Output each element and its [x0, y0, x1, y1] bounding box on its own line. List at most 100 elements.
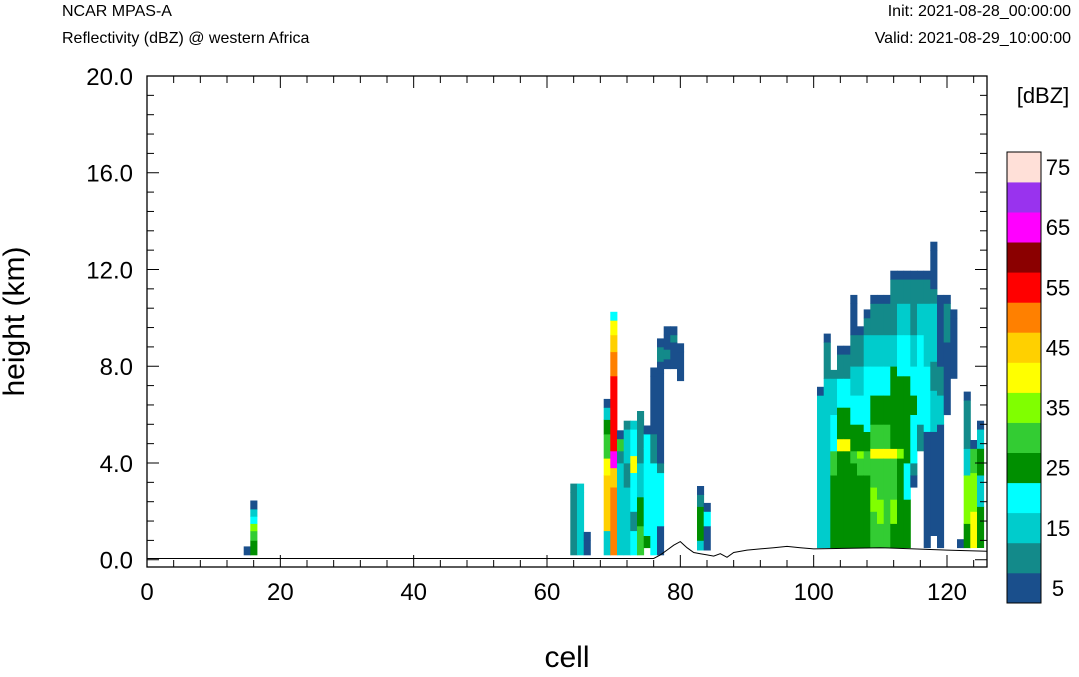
reflectivity-cell	[850, 450, 858, 464]
reflectivity-cell	[923, 366, 931, 432]
reflectivity-cell	[857, 334, 865, 367]
colorbar-swatch	[1007, 182, 1041, 213]
axis-ticks	[146, 75, 987, 567]
y-axis-title: height (km)	[0, 246, 31, 396]
reflectivity-cell	[943, 342, 951, 416]
reflectivity-cell	[930, 288, 938, 304]
reflectivity-cell	[577, 483, 585, 493]
reflectivity-cell	[603, 530, 611, 556]
reflectivity-cell	[657, 472, 665, 527]
reflectivity-cell	[670, 342, 678, 370]
reflectivity-cell	[910, 366, 918, 396]
reflectivity-cell	[930, 390, 938, 432]
reflectivity-cell	[617, 450, 625, 464]
x-tick-label: 20	[267, 579, 294, 606]
reflectivity-cell	[637, 463, 645, 498]
reflectivity-cell	[250, 516, 258, 524]
reflectivity-cell	[970, 472, 978, 512]
reflectivity-cell	[617, 463, 625, 556]
reflectivity-cell	[890, 270, 898, 280]
colorbar-swatch	[1007, 362, 1041, 393]
reflectivity-cell	[883, 424, 891, 449]
colorbar-swatch	[1007, 512, 1041, 544]
reflectivity-cell	[937, 395, 945, 425]
reflectivity-cell	[950, 317, 958, 379]
reflectivity-cell	[890, 366, 898, 396]
reflectivity-cell	[823, 378, 831, 548]
reflectivity-cell	[910, 270, 918, 280]
reflectivity-cell	[603, 458, 611, 476]
reflectivity-cell	[830, 378, 838, 415]
reflectivity-cell	[603, 407, 611, 420]
reflectivity-cell	[863, 431, 871, 452]
reflectivity-cell	[850, 463, 858, 549]
reflectivity-cell	[843, 354, 851, 379]
reflectivity-cell	[930, 361, 938, 391]
reflectivity-cell	[883, 366, 891, 396]
reflectivity-cell	[977, 420, 985, 430]
reflectivity-cell	[843, 345, 851, 355]
y-tick-label: 12.0	[86, 257, 133, 284]
reflectivity-cell	[623, 487, 631, 556]
reflectivity-cell	[977, 475, 985, 507]
reflectivity-cell	[657, 361, 665, 374]
reflectivity-cell	[897, 303, 905, 336]
reflectivity-cell	[897, 334, 905, 377]
y-tick-labels: 0.0 4.0 8.0 12.0 16.0 20.0	[86, 64, 133, 575]
reflectivity-cell	[823, 342, 831, 379]
reflectivity-cell	[977, 448, 985, 476]
reflectivity-cell	[937, 303, 945, 367]
reflectivity-cell	[610, 487, 618, 556]
reflectivity-cell	[623, 420, 631, 430]
reflectivity-cell	[697, 540, 705, 551]
reflectivity-cell	[870, 487, 878, 512]
reflectivity-cell	[890, 458, 898, 500]
reflectivity-cell	[970, 511, 978, 549]
reflectivity-cell	[630, 511, 638, 532]
reflectivity-cell	[650, 375, 658, 435]
colorbar-label: 65	[1046, 215, 1070, 240]
reflectivity-cell	[857, 395, 865, 425]
reflectivity-cell	[603, 434, 611, 459]
colorbar-swatch	[1007, 152, 1041, 183]
reflectivity-cell	[670, 334, 678, 343]
reflectivity-cell	[250, 540, 258, 556]
reflectivity-cell	[250, 530, 258, 541]
reflectivity-cell	[823, 333, 831, 343]
reflectivity-cell	[850, 334, 858, 367]
reflectivity-cell	[970, 448, 978, 474]
y-tick-label: 8.0	[100, 354, 133, 381]
field-subtitle: Reflectivity (dBZ) @ western Africa	[62, 30, 310, 47]
reflectivity-cell	[857, 424, 865, 452]
reflectivity-cell	[677, 343, 685, 353]
reflectivity-cell	[897, 279, 905, 304]
reflectivity-cell	[903, 279, 911, 304]
reflectivity-cell	[817, 386, 825, 396]
reflectivity-cell	[910, 279, 918, 336]
colorbar-label: 55	[1046, 275, 1070, 300]
x-tick-label: 0	[140, 579, 153, 606]
colorbar-swatch	[1007, 332, 1041, 363]
reflectivity-cell	[657, 463, 665, 474]
plot-frame	[146, 75, 988, 568]
reflectivity-cell	[877, 366, 885, 396]
reflectivity-cell	[903, 303, 911, 336]
reflectivity-cell	[610, 450, 618, 469]
terrain-line-path	[147, 540, 988, 559]
reflectivity-cell	[243, 546, 251, 556]
x-tick-label: 80	[667, 579, 694, 606]
reflectivity-cell	[863, 395, 871, 432]
reflectivity-cell	[837, 438, 845, 452]
reflectivity-cell	[570, 483, 578, 493]
reflectivity-cell	[977, 429, 985, 449]
reflectivity-cell	[930, 241, 938, 251]
reflectivity-cell	[883, 334, 891, 367]
reflectivity-cell	[657, 346, 665, 362]
reflectivity-cell	[870, 424, 878, 449]
reflectivity-cell	[950, 309, 958, 319]
reflectivity-cell	[630, 472, 638, 512]
reflectivity-cell	[870, 395, 878, 425]
reflectivity-cell	[703, 502, 711, 512]
reflectivity-cell	[863, 475, 871, 549]
reflectivity-cell	[850, 303, 858, 336]
